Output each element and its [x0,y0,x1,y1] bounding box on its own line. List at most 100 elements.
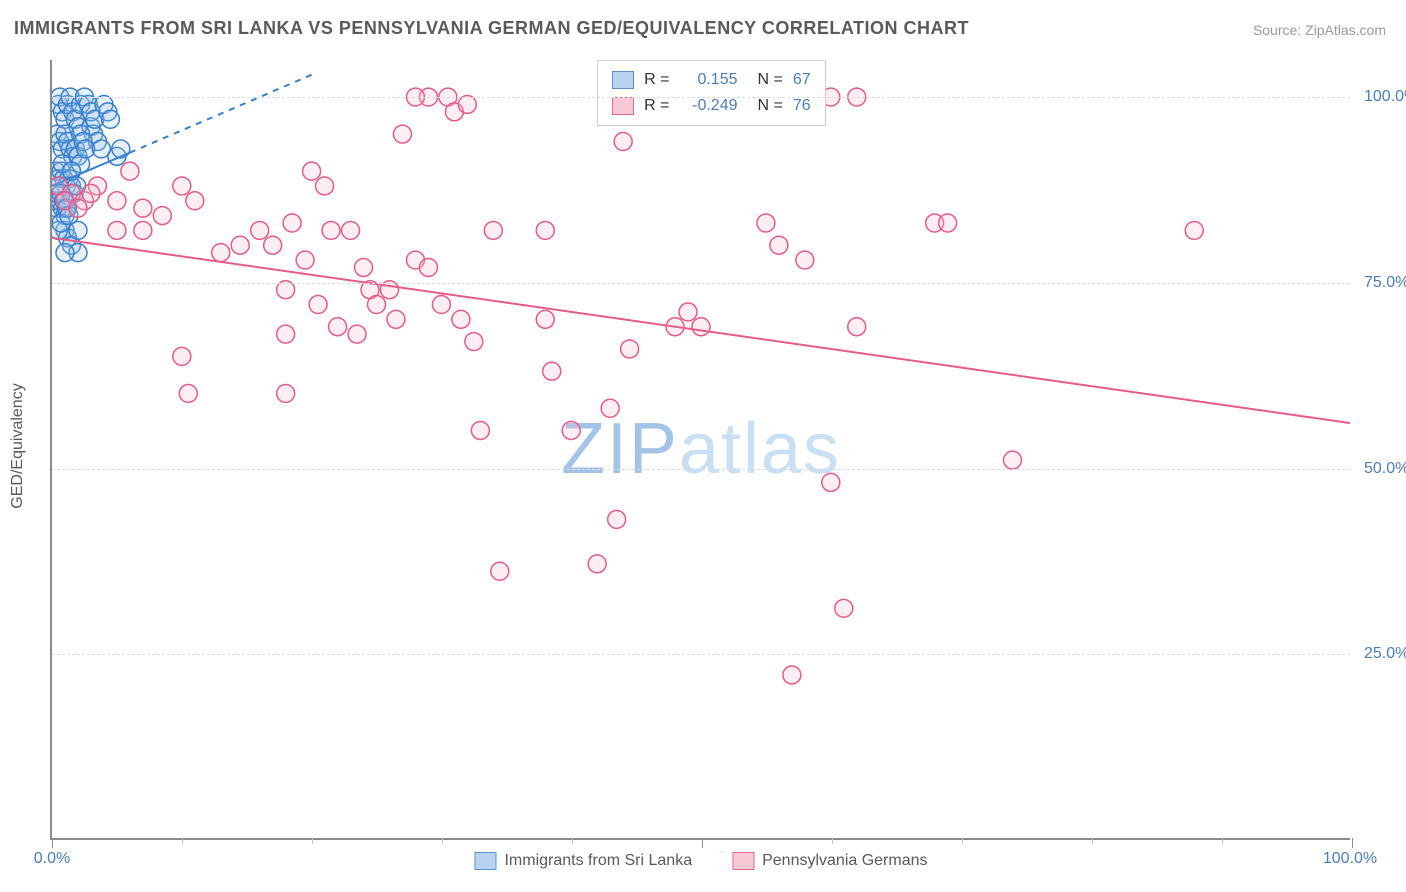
scatter-point [342,221,360,239]
scatter-point [621,340,639,358]
gridline-h [52,654,1350,655]
scatter-point [458,95,476,113]
x-tick-minor [832,838,833,844]
scatter-point [52,184,65,202]
legend-swatch [732,852,754,870]
scatter-point [419,258,437,276]
scatter-point [62,177,80,195]
scatter-point [543,362,561,380]
scatter-point [56,125,74,143]
scatter-point [62,184,80,202]
legend-correlation-row: R =0.155N =67 [612,67,810,93]
watermark-zip: ZIP [561,409,679,489]
legend-series-item: Immigrants from Sri Lanka [474,852,692,870]
scatter-svg [52,60,1350,838]
trend-line-extrapolated [130,75,312,153]
scatter-point [822,473,840,491]
r-value: 0.155 [680,67,738,93]
scatter-point [108,221,126,239]
scatter-point [926,214,944,232]
watermark: ZIPatlas [561,408,841,490]
scatter-point [72,155,90,173]
n-value: 67 [793,67,811,93]
x-axis-label-min: 0.0% [34,850,70,868]
scatter-point [614,133,632,151]
y-tick-label: 50.0% [1364,460,1406,478]
scatter-point [112,140,130,158]
scatter-point [56,192,74,210]
scatter-point [452,310,470,328]
x-tick-minor [1222,838,1223,844]
scatter-point [108,147,126,165]
scatter-point [173,347,191,365]
scatter-point [82,118,100,136]
scatter-point [82,184,100,202]
legend-swatch [612,97,634,115]
scatter-point [53,155,71,173]
scatter-point [56,207,74,225]
scatter-point [92,140,110,158]
scatter-point [322,221,340,239]
scatter-point [296,251,314,269]
scatter-point [69,199,87,217]
scatter-point [848,318,866,336]
gridline-h [52,283,1350,284]
scatter-point [52,184,70,202]
scatter-point [692,318,710,336]
scatter-point [57,199,75,217]
scatter-point [484,221,502,239]
scatter-point [56,110,74,128]
scatter-point [64,147,82,165]
scatter-point [1004,451,1022,469]
y-tick-label: 25.0% [1364,645,1406,663]
scatter-point [277,325,295,343]
scatter-point [52,177,67,195]
scatter-point [264,236,282,254]
scatter-point [796,251,814,269]
scatter-point [835,599,853,617]
scatter-point [186,192,204,210]
n-label: N = [758,67,783,93]
scatter-point [74,133,92,151]
scatter-point [277,384,295,402]
scatter-point [679,303,697,321]
scatter-point [52,192,69,210]
x-axis-label-max: 100.0% [1323,850,1377,868]
scatter-point [59,95,77,113]
scatter-point [59,199,77,217]
scatter-point [153,207,171,225]
scatter-point [72,125,90,143]
scatter-point [387,310,405,328]
scatter-point [52,170,67,188]
scatter-point [179,384,197,402]
scatter-point [465,333,483,351]
scatter-point [52,192,64,210]
scatter-point [60,207,78,225]
scatter-point [608,510,626,528]
legend-swatch [612,71,634,89]
scatter-point [783,666,801,684]
scatter-point [59,229,77,247]
scatter-point [59,133,77,151]
scatter-point [52,162,70,180]
scatter-point [588,555,606,573]
scatter-point [79,95,97,113]
scatter-point [309,296,327,314]
scatter-point [666,318,684,336]
scatter-point [1185,221,1203,239]
y-tick-label: 75.0% [1364,274,1406,292]
scatter-point [72,95,90,113]
scatter-point [134,221,152,239]
scatter-point [82,103,100,121]
x-tick-minor [312,838,313,844]
scatter-point [393,125,411,143]
source-attribution: Source: ZipAtlas.com [1253,22,1386,38]
scatter-point [62,236,80,254]
scatter-point [316,177,334,195]
scatter-point [88,177,106,195]
scatter-point [52,133,69,151]
scatter-point [562,421,580,439]
scatter-point [939,214,957,232]
scatter-point [52,199,66,217]
chart-title: IMMIGRANTS FROM SRI LANKA VS PENNSYLVANI… [14,18,969,39]
